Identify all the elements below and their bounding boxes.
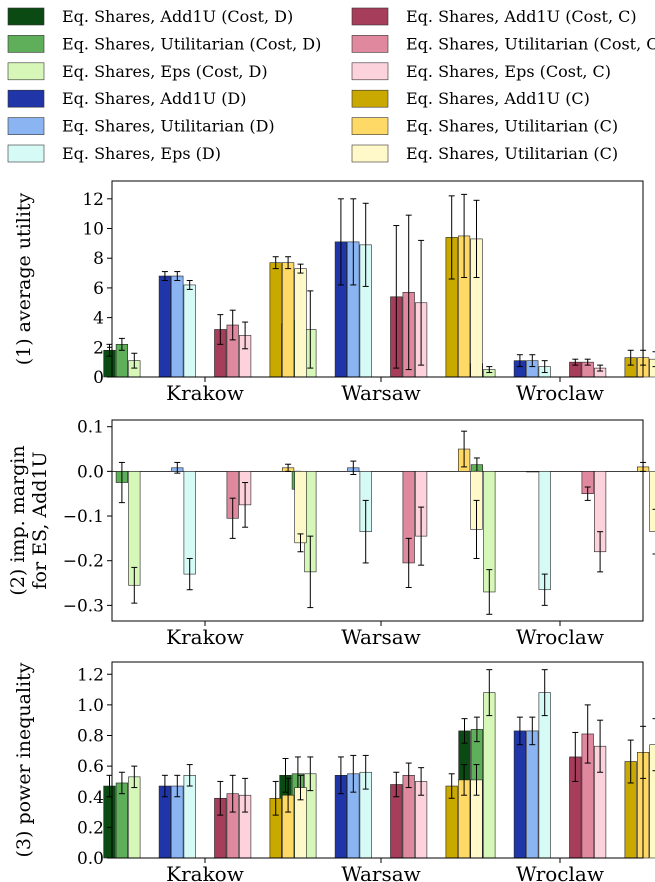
legend-item: Eq. Shares, Eps (Cost, D) (7, 62, 268, 81)
legend-swatch (7, 89, 45, 108)
y-axis-label: (3) power inequality (13, 662, 35, 857)
legend-item: Eq. Shares, Utilitarian (C) (351, 117, 618, 136)
bar (171, 275, 184, 378)
y-tick-label: 0.0 (77, 849, 104, 869)
legend-item: Eq. Shares, Utilitarian (Cost, C) (351, 34, 655, 53)
bar (483, 692, 496, 859)
y-axis-label: (2) imp. margin (7, 445, 29, 595)
legend-label: Eq. Shares, Add1U (D) (62, 89, 247, 108)
x-tick-label: Krakow (166, 862, 244, 882)
y-tick-label: 0.1 (77, 418, 104, 438)
panel-1: 0 2 4 6 8 10 12 Krakow Warsaw Wroclaw (1) average … (13, 180, 655, 405)
y-tick-label: 6 (93, 279, 104, 299)
bar (158, 275, 172, 378)
bar (538, 471, 551, 591)
legend-swatch (7, 35, 45, 53)
bar (649, 358, 655, 378)
bar (281, 262, 295, 378)
legend: Eq. Shares, Add1U (Cost, D) Eq. Shares, U… (7, 7, 655, 163)
legend-item: Eq. Shares, Utilitarian (Cost, D) (7, 34, 321, 53)
legend-item: Eq. Shares, Utilitarian (D) (7, 117, 275, 136)
bar (526, 730, 539, 859)
plot-frame (111, 180, 644, 378)
y-tick-label: 1.2 (77, 665, 104, 685)
legend-label: Eq. Shares, Utilitarian (Cost, D) (62, 34, 321, 53)
legend-swatch (7, 144, 45, 163)
bar (183, 284, 196, 378)
y-tick-label: 2 (93, 338, 104, 358)
y-axis-label: (1) average utility (13, 192, 35, 365)
panel-3: 0.0 0.2 0.4 0.6 0.8 1.0 1.2 Krakow Warsaw Wroclaw… (13, 661, 655, 882)
legend-label: Eq. Shares, Utilitarian (C) (406, 144, 618, 163)
legend-label: Eq. Shares, Add1U (C) (406, 89, 590, 108)
legend-label: Eq. Shares, Utilitarian (Cost, C) (406, 34, 655, 53)
legend-label: Eq. Shares, Eps (D) (62, 144, 221, 163)
bar (649, 471, 655, 532)
legend-swatch (7, 7, 45, 26)
legend-label: Eq. Shares, Utilitarian (C) (406, 117, 618, 136)
bar (649, 744, 655, 859)
legend-item: Eq. Shares, Add1U (Cost, D) (7, 7, 293, 26)
legend-item: Eq. Shares, Utilitarian (C) (351, 144, 618, 163)
legend-swatch (351, 89, 389, 108)
legend-swatch (351, 117, 389, 135)
legend-swatch (7, 117, 45, 135)
bar (128, 776, 141, 859)
legend-label: Eq. Shares, Eps (Cost, C) (406, 62, 611, 81)
x-tick-label: Krakow (166, 381, 244, 405)
y-tick-label: 0.2 (77, 818, 104, 838)
x-tick-label: Wroclaw (516, 381, 604, 405)
legend-swatch (351, 35, 389, 53)
legend-swatch (351, 62, 389, 81)
y-tick-label: 0.6 (77, 757, 104, 777)
x-tick-label: Warsaw (341, 381, 421, 405)
y-axis-label: for ES, Add1U (29, 451, 51, 589)
y-tick-label: 12 (82, 190, 104, 210)
legend-label: Eq. Shares, Add1U (Cost, C) (406, 7, 637, 26)
legend-item: Eq. Shares, Eps (D) (7, 144, 221, 163)
y-tick-label: −0.3 (63, 596, 104, 616)
legend-swatch (351, 7, 389, 26)
bar (294, 268, 307, 378)
bar (538, 692, 551, 859)
y-tick-label: 0.0 (77, 462, 104, 482)
legend-item: Eq. Shares, Add1U (Cost, C) (351, 7, 637, 26)
y-tick-label: 1.0 (77, 696, 104, 716)
x-tick-label: Wroclaw (516, 625, 604, 649)
plot-frame (111, 661, 644, 859)
legend-swatch (7, 62, 45, 81)
y-tick-label: 4 (93, 309, 104, 329)
legend-label: Eq. Shares, Add1U (Cost, D) (62, 7, 293, 26)
legend-swatch (351, 144, 389, 163)
panel-2: 0.1 0.0 −0.1 −0.2 −0.3 Krakow Warsaw Wroclaw (2)… (7, 418, 655, 649)
x-tick-label: Krakow (166, 625, 244, 649)
legend-item: Eq. Shares, Add1U (C) (351, 89, 590, 108)
bar (526, 471, 539, 473)
y-tick-label: −0.1 (63, 507, 104, 527)
x-tick-label: Wroclaw (516, 862, 604, 882)
bar (294, 471, 307, 544)
y-tick-label: −0.2 (63, 552, 104, 572)
y-tick-label: 0 (93, 368, 104, 388)
legend-item: Eq. Shares, Eps (Cost, C) (351, 62, 611, 81)
y-tick-label: 10 (82, 220, 104, 240)
y-tick-label: 0.8 (77, 727, 104, 747)
bar (513, 730, 526, 859)
plot-frame (111, 419, 644, 622)
y-tick-label: 0.4 (77, 788, 104, 808)
legend-label: Eq. Shares, Utilitarian (D) (62, 117, 275, 136)
bar (115, 782, 128, 859)
y-tick-label: 8 (93, 249, 104, 269)
x-tick-label: Warsaw (341, 862, 421, 882)
legend-label: Eq. Shares, Eps (Cost, D) (62, 62, 268, 81)
x-tick-label: Warsaw (341, 625, 421, 649)
legend-item: Eq. Shares, Add1U (D) (7, 89, 247, 108)
bar (269, 262, 282, 378)
bar (183, 775, 196, 859)
